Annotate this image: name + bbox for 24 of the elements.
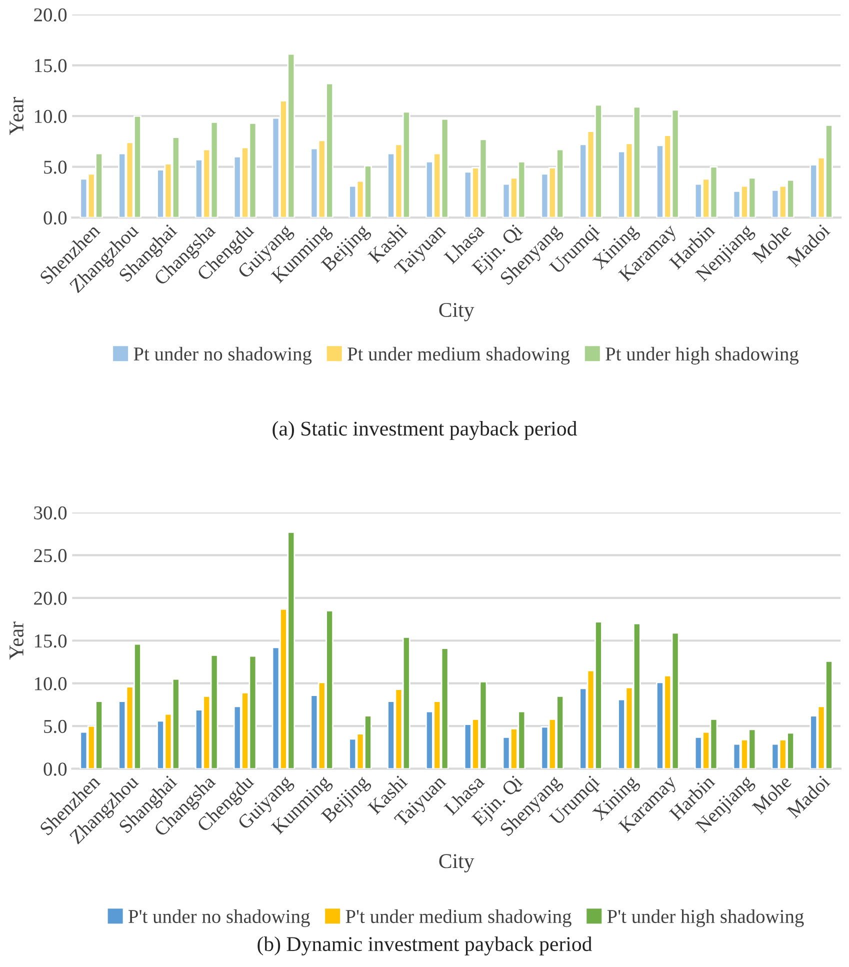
legend-label: P't under no shadowing	[128, 909, 310, 928]
y-axis-title: Year	[10, 97, 24, 136]
y-tick-label: 25.0	[34, 549, 67, 562]
legend-label: Pt under high shadowing	[606, 346, 799, 365]
x-axis-title: City	[439, 302, 474, 322]
y-tick-label: 20.0	[34, 592, 67, 605]
legend-label: Pt under no shadowing	[134, 346, 312, 365]
y-tick-label: 15.0	[34, 634, 67, 648]
y-tick-label: 0.0	[44, 762, 67, 776]
y-tick-label: 10.0	[34, 677, 67, 690]
y-tick-label: 0.0	[44, 211, 67, 225]
text: (a) Static investment payback period	[272, 421, 577, 440]
legend-label: Pt under medium shadowing	[348, 346, 570, 365]
y-tick-label: 30.0	[34, 506, 67, 520]
x-axis-title: City	[439, 854, 474, 872]
legend-label: P't under medium shadowing	[346, 909, 572, 928]
y-axis-title: Year	[10, 622, 24, 660]
y-tick-label: 10.0	[34, 110, 67, 124]
y-tick-label: 5.0	[44, 720, 67, 734]
y-tick-label: 5.0	[44, 160, 67, 174]
legend-label: P't under high shadowing	[607, 909, 804, 928]
text: (b) Dynamic investment payback period	[258, 936, 592, 956]
y-tick-label: 15.0	[34, 59, 67, 72]
y-tick-label: 20.0	[34, 8, 67, 22]
